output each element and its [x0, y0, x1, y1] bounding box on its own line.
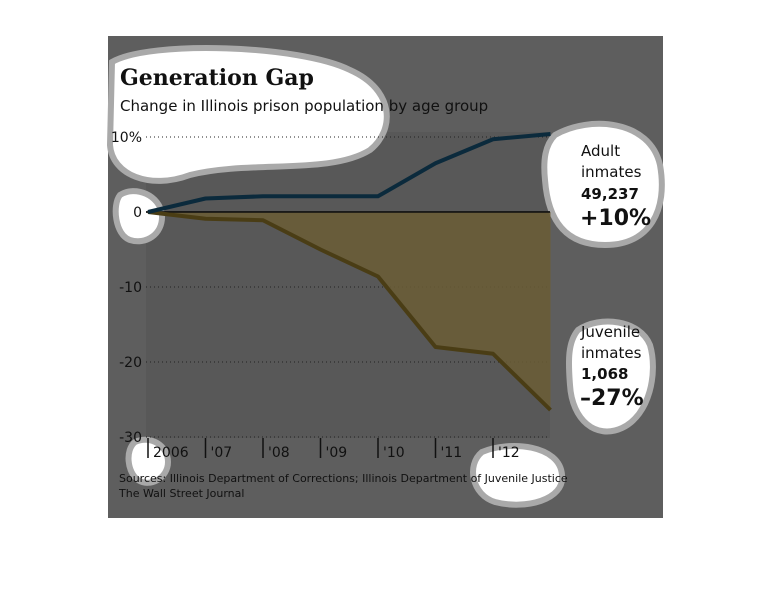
juvenile-label-line1: Juvenile	[580, 323, 640, 341]
x-tick-label: '08	[268, 445, 290, 461]
y-tick-label: 10%	[111, 130, 142, 146]
adult-label-line1: Adult	[581, 142, 620, 160]
y-tick-label: -30	[119, 430, 142, 446]
adult-label-line2: inmates	[581, 163, 642, 181]
credit-note: The Wall Street Journal	[118, 487, 244, 500]
juvenile-label-blob	[566, 318, 656, 435]
x-end-blob	[470, 443, 566, 508]
x-start-blob	[125, 436, 172, 486]
juvenile-count: 1,068	[581, 365, 628, 383]
x-tick-label: '07	[211, 445, 233, 461]
adult-series-line	[147, 132, 551, 214]
x-tick-label: '11	[441, 445, 463, 461]
juvenile-label-line2: inmates	[581, 344, 642, 362]
x-tick-label: '12	[498, 445, 520, 461]
y-tick-label: 0	[133, 205, 142, 221]
chart-title: Generation Gap	[120, 65, 314, 91]
source-note: Sources: Illinois Department of Correcti…	[119, 472, 568, 485]
juvenile-series-line	[147, 210, 552, 412]
juvenile-change: –27%	[580, 386, 644, 411]
juvenile-area	[148, 212, 551, 410]
x-tick-label: '10	[383, 445, 405, 461]
x-tick-label: '09	[326, 445, 348, 461]
adult-change: +10%	[580, 206, 651, 231]
y-tick-label: -20	[119, 355, 142, 371]
adult-count: 49,237	[581, 185, 639, 203]
x-tick-label: 2006	[153, 445, 189, 461]
y-tick-label: -10	[119, 280, 142, 296]
chart-subtitle: Change in Illinois prison population by …	[120, 97, 488, 115]
zero-label-blob	[112, 188, 165, 245]
title-blob	[106, 45, 390, 184]
adult-label-blob	[541, 120, 665, 249]
